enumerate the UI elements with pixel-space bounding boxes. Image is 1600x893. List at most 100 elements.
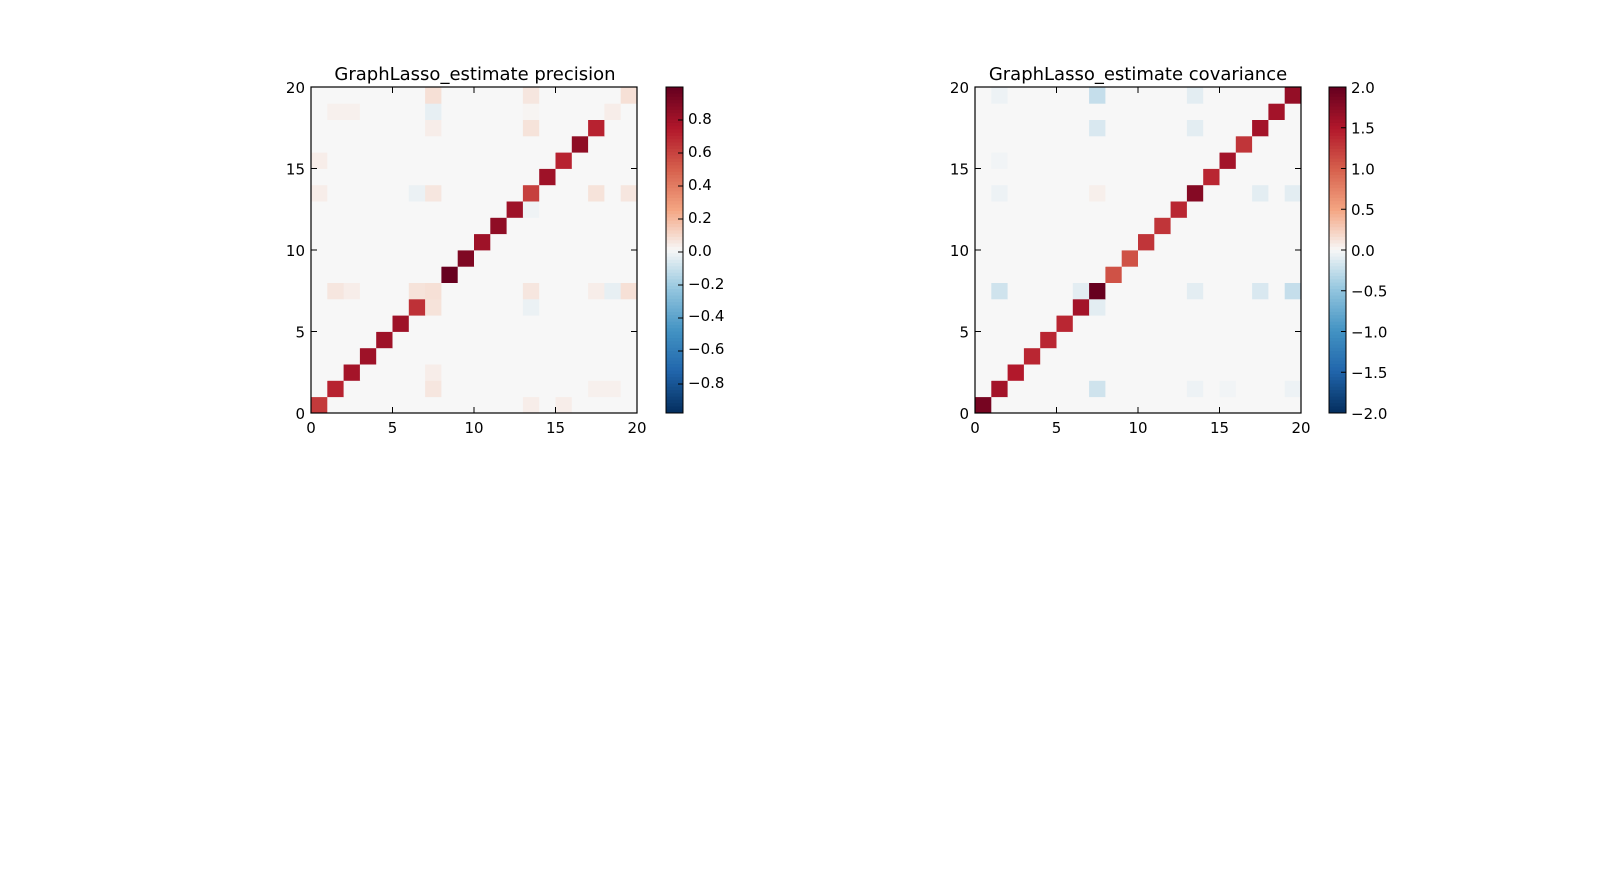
covariance-cell <box>1154 103 1171 120</box>
precision-cell <box>539 347 556 365</box>
covariance-colorbar-segment <box>1329 184 1346 189</box>
covariance-y-tick: 15 <box>950 161 969 179</box>
covariance-cell <box>1170 396 1188 414</box>
precision-cell <box>425 331 442 349</box>
covariance-x-tick: 20 <box>1291 419 1310 437</box>
precision-cell <box>474 184 491 202</box>
precision-cell <box>392 266 410 283</box>
covariance-colorbar-segment <box>1329 390 1346 394</box>
covariance-cell <box>1252 184 1269 202</box>
precision-cell <box>359 331 377 349</box>
covariance-cell <box>1023 135 1041 153</box>
precision-title: GraphLasso_estimate precision <box>334 64 615 85</box>
precision-colorbar-segment <box>666 158 683 163</box>
covariance-cell <box>1284 364 1302 381</box>
covariance-cell <box>1170 184 1188 202</box>
covariance-colorbar-segment <box>1329 113 1346 117</box>
precision-colorbar-segment <box>666 334 683 339</box>
precision-colorbar-segment <box>666 109 683 114</box>
precision-cell <box>522 119 540 137</box>
covariance-cell <box>1284 298 1302 316</box>
precision-colorbar-segment <box>666 409 683 414</box>
covariance-cell <box>1268 152 1286 169</box>
covariance-cell <box>1072 233 1090 251</box>
precision-colorbar-segment <box>666 236 683 241</box>
covariance-cell <box>1007 201 1025 218</box>
precision-cell <box>555 233 573 251</box>
precision-cell <box>490 217 507 235</box>
precision-colorbar-segment <box>666 145 683 150</box>
precision-cell <box>571 266 589 283</box>
precision-cell <box>604 331 622 349</box>
covariance-cell <box>1072 298 1090 316</box>
covariance-cell <box>1040 152 1057 169</box>
precision-colorbar-segment <box>666 328 683 332</box>
precision-cell <box>506 152 524 169</box>
covariance-cell <box>1121 119 1139 137</box>
precision-cell <box>392 315 410 332</box>
precision-cell <box>359 380 377 398</box>
covariance-cell <box>1105 168 1123 186</box>
covariance-cell <box>991 347 1008 365</box>
precision-cell <box>327 250 344 267</box>
covariance-cell <box>1089 396 1106 414</box>
precision-cell <box>457 168 475 186</box>
precision-colorbar-segment <box>666 250 683 254</box>
covariance-cell <box>1007 347 1025 365</box>
covariance-cell <box>1154 184 1171 202</box>
precision-colorbar-segment <box>666 126 683 130</box>
precision-colorbar-segment <box>666 103 683 108</box>
precision-cell <box>408 331 426 349</box>
precision-colorbar-tick: −0.2 <box>688 275 724 293</box>
covariance-colorbar-segment <box>1329 354 1346 359</box>
precision-cell <box>311 396 328 414</box>
covariance-cell <box>1072 396 1090 414</box>
covariance-cell <box>1056 298 1074 316</box>
covariance-cell <box>1007 364 1025 381</box>
covariance-cell <box>1089 250 1106 267</box>
covariance-cell <box>1105 87 1123 104</box>
precision-cell <box>506 396 524 414</box>
precision-colorbar-tick: 0.6 <box>688 143 712 161</box>
covariance-cell <box>1007 152 1025 169</box>
precision-cell <box>620 347 638 365</box>
precision-colorbar-segment <box>666 386 683 391</box>
covariance-cell <box>1284 119 1302 137</box>
precision-colorbar-segment <box>666 302 683 306</box>
covariance-cell <box>1235 233 1253 251</box>
covariance-cell <box>1154 347 1171 365</box>
precision-cell <box>408 233 426 251</box>
precision-cell <box>376 135 393 153</box>
covariance-cell <box>1072 347 1090 365</box>
covariance-cell <box>1284 331 1302 349</box>
precision-cell <box>327 380 344 398</box>
precision-cell <box>620 282 638 300</box>
precision-cell <box>311 103 328 120</box>
precision-cell <box>620 331 638 349</box>
covariance-cell <box>1252 103 1269 120</box>
precision-cell <box>392 347 410 365</box>
precision-colorbar-segment <box>666 90 683 95</box>
covariance-cell <box>1235 250 1253 267</box>
precision-cell <box>604 201 622 218</box>
precision-cell <box>343 250 361 267</box>
precision-cell <box>376 184 393 202</box>
precision-cell <box>441 184 459 202</box>
covariance-cell <box>1040 347 1057 365</box>
covariance-cell <box>1268 184 1286 202</box>
precision-cell <box>392 168 410 186</box>
precision-cell <box>359 217 377 235</box>
covariance-cell <box>975 135 992 153</box>
precision-cell <box>425 217 442 235</box>
precision-cell <box>539 201 556 218</box>
precision-cell <box>522 250 540 267</box>
covariance-cell <box>1105 135 1123 153</box>
precision-cell <box>359 135 377 153</box>
covariance-cell <box>1121 184 1139 202</box>
covariance-colorbar-segment <box>1329 279 1346 284</box>
covariance-cell <box>1219 315 1237 332</box>
covariance-cell <box>1056 103 1074 120</box>
precision-colorbar-segment <box>666 396 683 401</box>
covariance-cell <box>1235 87 1253 104</box>
covariance-colorbar-segment <box>1329 168 1346 173</box>
